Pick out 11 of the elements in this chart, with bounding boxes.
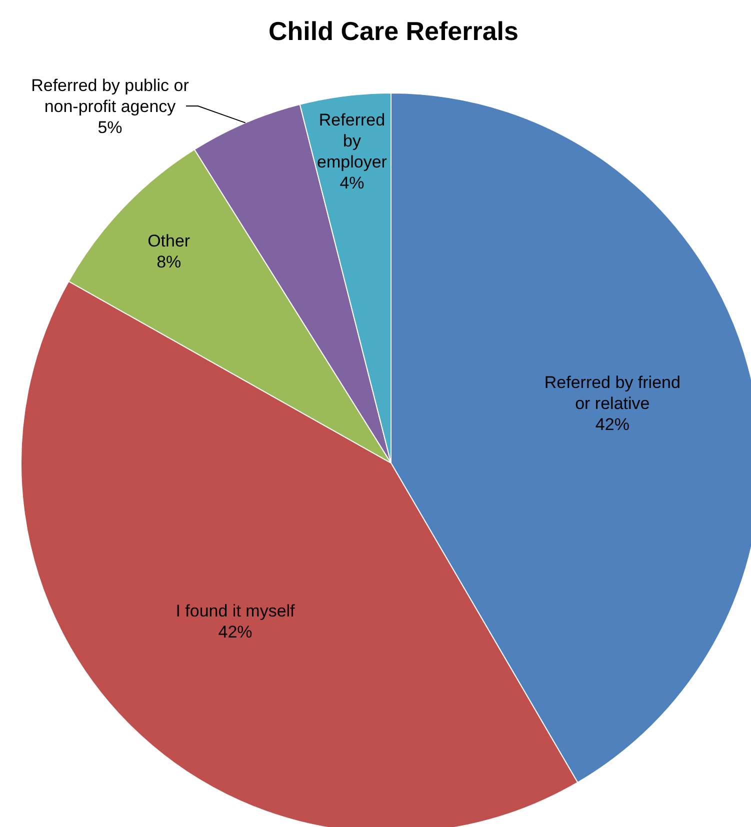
slice-label: Referred by public or non-profit agency: [31, 76, 190, 116]
data-label: 42%: [218, 622, 252, 642]
slice-label: I found it myself: [176, 602, 296, 621]
data-label: 42%: [595, 415, 630, 434]
data-label: 8%: [156, 252, 182, 272]
data-label: 5%: [98, 118, 122, 137]
slice-label: Other: [148, 231, 190, 250]
slice-label: Referred by employer: [317, 110, 388, 172]
slice-label: Referred by friend or relative: [544, 373, 680, 414]
data-label: 4%: [340, 173, 364, 192]
chart-title: Child Care Referrals: [268, 16, 518, 46]
